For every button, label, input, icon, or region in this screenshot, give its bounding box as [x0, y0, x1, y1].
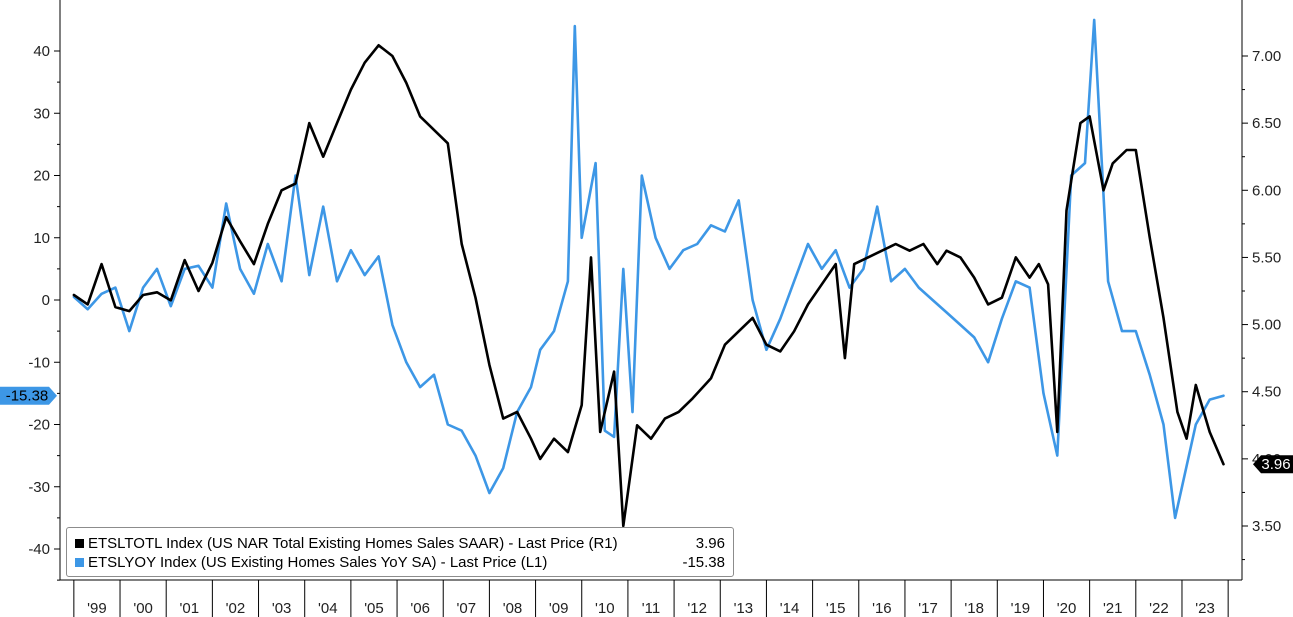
- x-tick-label: '17: [918, 600, 938, 617]
- left-tick-label: 40: [33, 43, 50, 60]
- x-axis: '99 '00 '01 '02 '03 '04 '05 '06 '07 '08 '09 '10 '11 '…: [73, 580, 1229, 617]
- right-tick-label: 6.50: [1252, 115, 1281, 132]
- right-axis: 7.006.506.005.505.004.504.003.50: [1242, 48, 1281, 561]
- legend-item-etslyoy: ETSLYOY Index (US Existing Homes Sales Y…: [75, 553, 725, 572]
- x-tick-label: '00: [133, 600, 153, 617]
- right-tick-label: 4.50: [1252, 384, 1281, 401]
- last-value-label-left: -15.38: [6, 388, 49, 405]
- legend-item-etsltotl: ETSLTOTL Index (US NAR Total Existing Ho…: [75, 534, 725, 553]
- right-tick-label: 6.00: [1252, 182, 1281, 199]
- last-value-label-right: 3.96: [1261, 456, 1290, 473]
- x-tick-label: '08: [503, 600, 523, 617]
- legend-swatch-black: [75, 539, 84, 548]
- plot-frame: [59, 0, 1243, 581]
- right-tick-label: 5.50: [1252, 249, 1281, 266]
- x-tick-label: '07: [457, 600, 477, 617]
- left-tick-label: -10: [28, 354, 50, 371]
- x-tick-label: '05: [364, 600, 384, 617]
- x-tick-label: '19: [1011, 600, 1031, 617]
- right-tick-label: 3.50: [1252, 518, 1281, 535]
- x-tick-label: '06: [410, 600, 430, 617]
- last-value-marker-left: [0, 386, 57, 405]
- series-line-etslyoy: [72, 18, 1225, 520]
- x-tick-label: '09: [549, 600, 569, 617]
- legend: ETSLTOTL Index (US NAR Total Existing Ho…: [66, 527, 734, 577]
- x-tick-label: '10: [595, 600, 615, 617]
- last-value-marker-right: [1253, 455, 1293, 474]
- x-tick-label: '15: [826, 600, 846, 617]
- legend-label: ETSLYOY Index (US Existing Homes Sales Y…: [88, 554, 548, 571]
- left-tick-label: 10: [33, 230, 50, 247]
- x-tick-label: '12: [687, 600, 707, 617]
- x-tick-label: '18: [964, 600, 984, 617]
- last-value-markers: -15.38 3.96: [0, 386, 1293, 474]
- legend-last-value: -15.38: [682, 554, 725, 571]
- legend-label: ETSLTOTL Index (US NAR Total Existing Ho…: [88, 535, 618, 552]
- x-tick-label: '99: [87, 600, 107, 617]
- left-tick-label: -30: [28, 479, 50, 496]
- x-tick-label: '11: [642, 600, 660, 617]
- x-tick-label: '02: [226, 600, 246, 617]
- left-tick-label: 0: [42, 292, 50, 309]
- left-tick-label: -20: [28, 417, 50, 434]
- x-tick-label: '22: [1149, 600, 1169, 617]
- left-tick-label: 30: [33, 105, 50, 122]
- x-tick-label: '21: [1103, 600, 1123, 617]
- x-tick-label: '03: [272, 600, 292, 617]
- legend-last-value: 3.96: [695, 535, 725, 552]
- x-tick-label: '16: [872, 600, 892, 617]
- legend-swatch-blue: [75, 558, 84, 567]
- left-tick-label: 20: [33, 168, 50, 185]
- x-tick-label: '04: [318, 600, 338, 617]
- x-tick-label: '20: [1057, 600, 1077, 617]
- left-tick-label: -40: [28, 541, 50, 558]
- right-tick-label: 5.00: [1252, 317, 1281, 334]
- series-line-etsltotl: [72, 43, 1225, 528]
- x-tick-label: '14: [780, 600, 800, 617]
- right-tick-label: 7.00: [1252, 48, 1281, 65]
- x-tick-label: '01: [180, 600, 200, 617]
- left-axis: 40 30 20 10 0 -10 -20 -30 -40: [28, 43, 60, 581]
- series-lines: [72, 18, 1225, 528]
- x-tick-label: '23: [1195, 600, 1215, 617]
- x-tick-label: '13: [734, 600, 754, 617]
